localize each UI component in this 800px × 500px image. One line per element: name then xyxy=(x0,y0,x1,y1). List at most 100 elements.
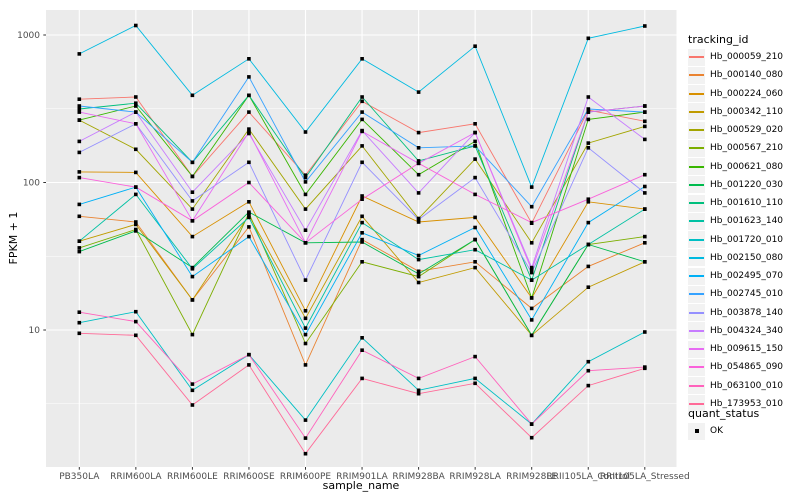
legend-item: Hb_009615_150 xyxy=(688,340,784,358)
data-point xyxy=(586,36,591,41)
data-point xyxy=(473,139,477,144)
legend-key-line-icon xyxy=(689,238,704,241)
legend-key xyxy=(688,103,705,121)
legend-item-label: Hb_003878_140 xyxy=(710,307,784,318)
data-point xyxy=(77,97,82,101)
data-point xyxy=(529,306,534,311)
legend-key-line-icon xyxy=(689,92,704,95)
data-point xyxy=(134,101,138,105)
legend-item-label: Hb_001623_140 xyxy=(710,216,784,227)
data-point xyxy=(416,253,421,258)
data-point xyxy=(473,122,477,126)
data-point xyxy=(360,348,364,352)
data-point xyxy=(643,137,647,142)
data-point xyxy=(247,160,251,165)
data-point xyxy=(360,231,364,235)
legend-key-line-icon xyxy=(689,329,704,332)
legend-item-label: Hb_002150_080 xyxy=(710,252,784,263)
data-point xyxy=(247,363,251,367)
data-point xyxy=(360,197,364,201)
data-point xyxy=(190,199,195,203)
legend-item: Hb_000621_080 xyxy=(688,158,783,175)
legend-key-line-icon xyxy=(689,56,704,58)
data-point xyxy=(303,309,308,313)
data-point xyxy=(134,222,138,227)
data-point xyxy=(190,332,195,337)
data-point xyxy=(190,234,195,239)
data-points xyxy=(77,23,647,456)
legend-item-label: Hb_009615_150 xyxy=(710,344,784,354)
data-point xyxy=(190,267,195,271)
data-point xyxy=(77,107,82,111)
data-point xyxy=(529,241,534,245)
legend-key xyxy=(688,377,705,394)
data-point xyxy=(416,280,421,285)
data-point xyxy=(643,110,647,114)
data-point xyxy=(303,228,308,232)
legend-key-line-icon xyxy=(689,147,704,150)
data-point xyxy=(643,104,647,108)
data-point xyxy=(586,200,591,204)
y-tick-label: 10 xyxy=(29,326,41,336)
data-point xyxy=(247,93,251,98)
data-point xyxy=(303,326,308,330)
x-tick-label: RRIM600PE xyxy=(280,472,332,482)
data-point xyxy=(360,144,364,148)
legend-item-label: OK xyxy=(710,426,723,436)
tick-labels: 1000 100 10 PB350LA RRIM600LA RRIM600LE RRIM60… xyxy=(17,31,690,482)
legend-item-label: Hb_000224_060 xyxy=(710,88,784,99)
legend-key xyxy=(688,285,705,303)
legend-item: Hb_000059_210 xyxy=(688,48,783,66)
x-tick-label: RRIM600SE xyxy=(223,472,275,482)
legend-key xyxy=(688,194,705,212)
legend-item-label: Hb_002495_070 xyxy=(710,271,784,281)
data-point xyxy=(360,336,364,340)
legend-item: Hb_000140_080 xyxy=(688,66,783,84)
data-point xyxy=(134,23,138,28)
legend-item-label: Hb_000529_020 xyxy=(710,125,784,135)
legend-key xyxy=(688,66,705,84)
legend-key xyxy=(688,85,705,102)
data-point xyxy=(586,197,591,201)
data-point xyxy=(303,207,308,211)
legend-key-line-icon xyxy=(689,402,704,405)
legend-item: Hb_001623_140 xyxy=(688,212,784,230)
data-point xyxy=(247,180,251,185)
data-point xyxy=(643,234,647,239)
data-point xyxy=(77,331,82,336)
data-point xyxy=(77,320,82,325)
data-point xyxy=(643,119,647,124)
data-point xyxy=(77,170,82,174)
data-point xyxy=(529,333,534,338)
data-point xyxy=(134,185,138,189)
data-point xyxy=(416,269,421,274)
data-point xyxy=(190,219,195,223)
legend-key-line-icon xyxy=(689,256,704,259)
data-point xyxy=(360,99,364,104)
data-point xyxy=(303,332,308,337)
legend-key xyxy=(688,158,705,175)
data-point xyxy=(586,95,591,99)
y-tick-label: 1000 xyxy=(17,31,40,41)
data-point xyxy=(360,57,364,61)
data-point xyxy=(416,217,421,222)
data-point xyxy=(416,391,421,396)
data-point xyxy=(360,214,364,219)
data-point xyxy=(303,173,308,177)
legend-item: Hb_001220_030 xyxy=(688,176,783,194)
legend-item: Hb_054865_090 xyxy=(688,358,783,376)
legend-item: Hb_002745_010 xyxy=(688,285,783,303)
data-point xyxy=(303,418,308,422)
data-point xyxy=(190,403,195,407)
data-point xyxy=(190,298,195,302)
legend-key xyxy=(688,176,705,194)
data-point xyxy=(134,147,138,152)
data-point xyxy=(529,318,534,322)
legend-item-quant: OK xyxy=(688,422,723,440)
data-point xyxy=(586,264,591,269)
data-point xyxy=(529,265,534,270)
data-point xyxy=(303,175,308,180)
data-point xyxy=(416,90,421,94)
legend-item-label: Hb_000567_210 xyxy=(710,143,784,154)
legend-key-line-icon xyxy=(689,311,704,314)
